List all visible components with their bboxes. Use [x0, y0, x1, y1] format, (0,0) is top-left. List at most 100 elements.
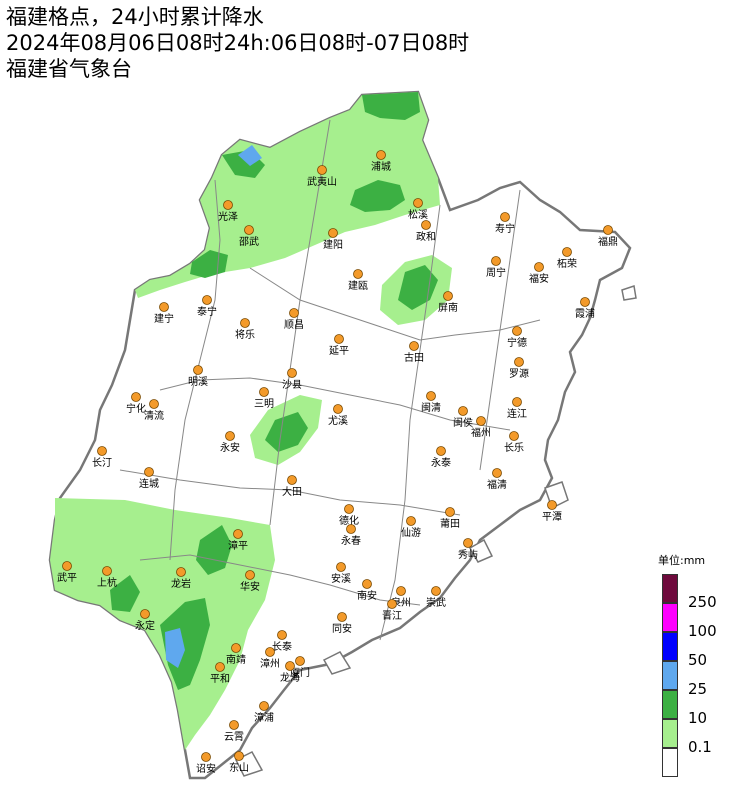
city-label: 霞浦	[575, 307, 595, 320]
city-label: 建瓯	[348, 279, 368, 292]
city-label: 长乐	[504, 442, 524, 454]
city-label: 闽清	[421, 401, 441, 414]
city-marker	[534, 262, 544, 272]
city-label: 安溪	[331, 572, 351, 585]
legend-label: 100	[688, 622, 717, 640]
time-range: 2024年08月06日08时24h:06日08时-07日08时	[6, 31, 470, 55]
city-marker	[362, 579, 372, 589]
legend-swatch	[662, 690, 678, 719]
city-label: 周宁	[486, 266, 506, 279]
rain-zone-north-light	[135, 92, 440, 298]
rain-zone-yongding-moderate	[160, 598, 210, 690]
city-marker	[547, 500, 557, 510]
rain-zone-pucheng-moderate	[362, 92, 420, 120]
rain-zone-sanming-moderate	[265, 412, 308, 452]
city-label: 永春	[341, 534, 361, 547]
city-label: 尤溪	[328, 414, 348, 427]
rain-zone-shanghang-moderate	[110, 575, 140, 612]
city-label: 龙海	[280, 671, 300, 684]
city-marker	[176, 567, 186, 577]
city-label: 平潭	[542, 511, 562, 523]
legend-label: 10	[688, 709, 708, 727]
city-marker	[514, 357, 524, 367]
city-marker	[509, 431, 519, 441]
city-marker	[225, 431, 235, 441]
city-marker	[287, 368, 297, 378]
city-marker	[295, 656, 305, 666]
city-label: 福州	[471, 426, 491, 439]
city-marker	[344, 504, 354, 514]
city-label: 崇武	[426, 596, 446, 609]
city-label: 华安	[240, 580, 260, 593]
city-label: 长泰	[272, 640, 292, 653]
rain-zone-pingnan-moderate	[398, 265, 438, 310]
city-marker	[562, 247, 572, 257]
city-label: 清流	[144, 409, 164, 422]
city-marker	[202, 295, 212, 305]
city-marker	[201, 752, 211, 762]
city-label: 漳平	[228, 539, 248, 552]
city-label: 长汀	[92, 457, 112, 469]
rain-zone-yongding-heavy	[165, 628, 185, 668]
city-marker	[328, 228, 338, 238]
city-label: 福清	[487, 478, 507, 491]
city-label: 古田	[404, 351, 424, 364]
city-marker	[229, 720, 239, 730]
city-marker	[149, 399, 159, 409]
city-label: 晋江	[382, 610, 402, 622]
city-marker	[476, 416, 486, 426]
city-marker	[492, 468, 502, 478]
city-label: 三明	[254, 398, 274, 410]
legend-label: 50	[688, 651, 708, 669]
city-label: 永定	[135, 619, 155, 632]
city-marker	[396, 586, 406, 596]
city-label: 延平	[329, 345, 349, 357]
legend-label: 0.1	[688, 738, 712, 756]
city-marker	[285, 661, 295, 671]
city-label: 东山	[229, 761, 249, 774]
city-label: 福鼎	[598, 235, 618, 248]
city-label: 福安	[529, 272, 549, 285]
city-marker	[413, 198, 423, 208]
city-marker	[337, 612, 347, 622]
city-marker	[431, 586, 441, 596]
city-marker	[406, 516, 416, 526]
city-label: 同安	[332, 622, 352, 635]
city-marker	[421, 220, 431, 230]
city-marker	[102, 566, 112, 576]
county-borders	[119, 119, 541, 641]
city-label: 连江	[507, 407, 527, 420]
city-marker	[500, 212, 510, 222]
city-marker	[259, 387, 269, 397]
city-label: 宁德	[507, 336, 527, 349]
rain-zone-zhangping-moderate	[196, 525, 232, 575]
city-marker	[62, 561, 72, 571]
city-label: 漳州	[260, 657, 280, 670]
city-label: 明溪	[188, 376, 208, 388]
city-label: 南靖	[226, 653, 246, 666]
city-label: 厦门	[290, 666, 310, 679]
legend-swatch	[662, 603, 678, 632]
city-marker	[512, 326, 522, 336]
rain-zone-wuyishan-moderate	[350, 180, 405, 212]
city-marker	[491, 256, 501, 266]
city-label: 柘荣	[557, 257, 577, 270]
city-marker	[458, 406, 468, 416]
city-label: 建宁	[154, 312, 174, 325]
city-label: 松溪	[408, 208, 428, 221]
rain-zone-guangze-heavy	[238, 145, 262, 166]
city-marker	[445, 507, 455, 517]
city-label: 永泰	[431, 456, 451, 469]
city-label: 诏安	[196, 762, 216, 775]
city-label: 仙游	[401, 526, 421, 539]
city-marker	[215, 662, 225, 672]
city-label: 光泽	[218, 210, 238, 223]
city-label: 武夷山	[307, 175, 337, 188]
legend-label: 25	[688, 680, 708, 698]
city-label: 泰宁	[197, 305, 217, 318]
city-marker	[387, 599, 397, 609]
city-marker	[409, 341, 419, 351]
city-marker	[159, 302, 169, 312]
city-label: 罗源	[509, 367, 529, 380]
